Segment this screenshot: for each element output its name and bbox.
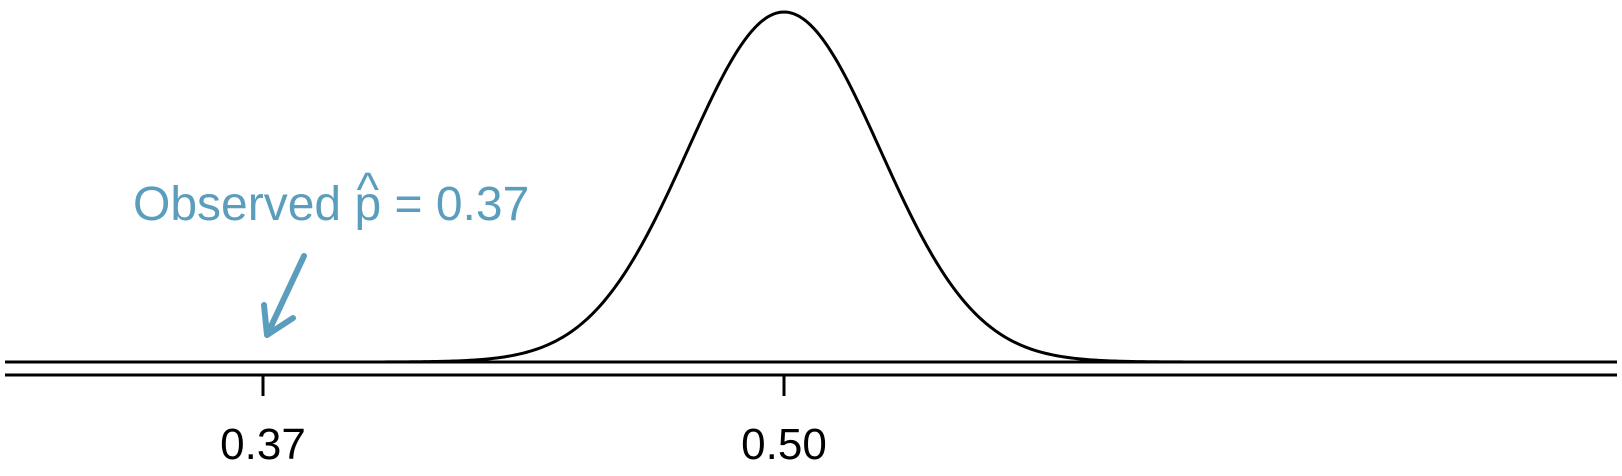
observed-value-suffix: = 0.37 (381, 178, 529, 231)
observed-prefix: Observed (133, 178, 354, 231)
normal-density-curve (5, 10, 1617, 364)
x-tick-label-1: 0.50 (741, 420, 827, 469)
annotation-arrow (261, 253, 307, 338)
p-hat-symbol: p (354, 178, 381, 231)
observed-p-hat-label: Observed p = 0.37 (133, 178, 529, 231)
x-axis-ticks: 0.37 0.50 (220, 375, 827, 469)
hat-accent: ^ (357, 164, 380, 217)
x-tick-label-0: 0.37 (220, 420, 306, 469)
observed-p-hat-annotation: Observed p = 0.37 ^ (133, 164, 529, 338)
